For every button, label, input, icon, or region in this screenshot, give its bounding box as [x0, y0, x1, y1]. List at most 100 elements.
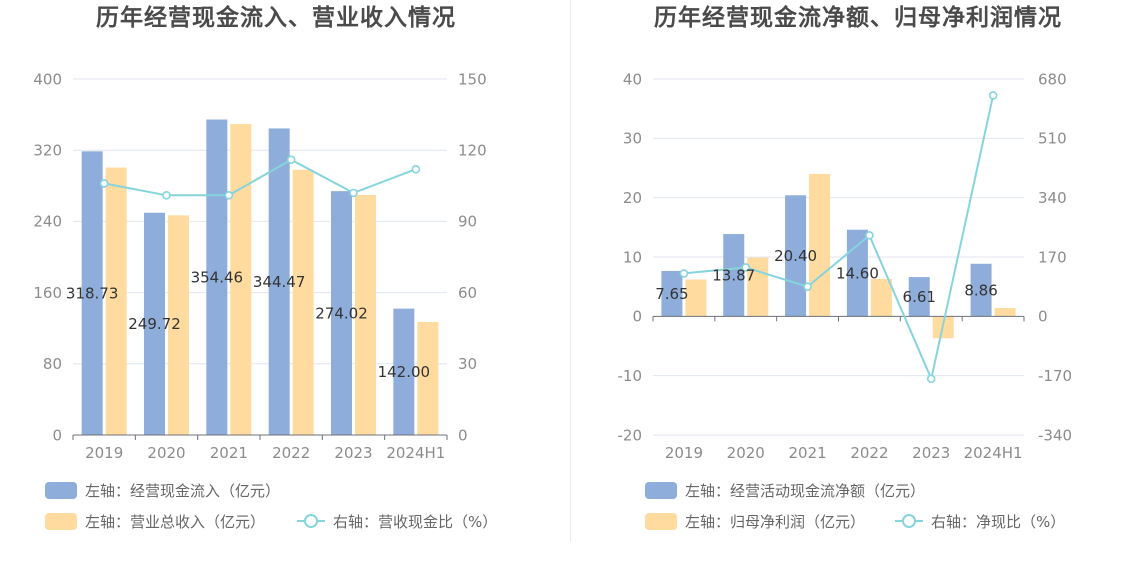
data-label-cash-inflow-2021: 354.46 [191, 269, 244, 287]
point-cash-to-profit-ratio-2024h1[interactable] [988, 91, 998, 100]
bar-operating-cash-flow-net-2024h1[interactable] [970, 263, 992, 317]
bar-total-revenue-2021[interactable] [230, 123, 252, 435]
bar-net-profit-2024h1[interactable] [994, 308, 1016, 317]
data-label-cash-inflow-2024h1: 142.00 [378, 363, 431, 381]
right-chart-y-right-tick-label: 510 [1038, 130, 1067, 148]
left-chart-category-label: 2024H1 [386, 444, 445, 462]
legend-line-marker-icon [895, 514, 923, 528]
bar-cash-inflow-2021[interactable] [206, 119, 228, 435]
left-chart-y-right-tick-label: 90 [458, 213, 477, 231]
left-chart-y-right-tick-label: 120 [458, 141, 487, 159]
legend-item-cash-to-profit-ratio[interactable]: 右轴：净现比（%） [895, 511, 1065, 531]
bar-total-revenue-2024h1[interactable] [417, 321, 439, 435]
point-cash-to-revenue-ratio-2024h1[interactable] [411, 164, 421, 174]
legend-item-total-revenue[interactable]: 左轴：营业总收入（亿元） [45, 511, 265, 531]
legend-bar-swatch-icon [645, 481, 677, 499]
legend-bar-swatch-icon [45, 512, 77, 530]
bar-total-revenue-2022[interactable] [292, 169, 314, 435]
right-chart-y-right-tick-label: 0 [1038, 308, 1048, 326]
bar-total-revenue-2020[interactable] [168, 215, 189, 435]
bar-cash-inflow-2024h1[interactable] [393, 308, 415, 435]
legend-item-operating-cash-flow-net[interactable]: 左轴：经营活动现金流净额（亿元） [645, 480, 925, 500]
point-cash-to-profit-ratio-2021[interactable] [803, 282, 812, 291]
data-label-operating-cash-flow-net-2020: 13.87 [712, 266, 755, 284]
legend-line-marker-icon [297, 514, 325, 528]
bar-net-profit-2021[interactable] [809, 173, 831, 317]
right-chart-y-left-tick-label: 40 [623, 70, 642, 88]
right-chart-y-left-tick-label: -20 [618, 426, 643, 444]
legend-item-cash-inflow[interactable]: 左轴：经营现金流入（亿元） [45, 480, 280, 500]
left-chart-category-label: 2023 [334, 444, 372, 462]
legend-item-cash-to-revenue-ratio[interactable]: 右轴：营收现金比（%） [297, 511, 497, 531]
point-cash-to-profit-ratio-2020[interactable] [741, 263, 751, 272]
point-cash-to-profit-ratio-2019[interactable] [679, 269, 689, 278]
data-label-operating-cash-flow-net-2023: 6.61 [903, 288, 936, 306]
left-chart-y-left-tick-label: 0 [52, 426, 62, 444]
data-label-operating-cash-flow-net-2024h1: 8.86 [964, 281, 997, 299]
point-cash-to-profit-ratio-2022[interactable] [865, 231, 874, 240]
legend-label: 左轴：经营现金流入（亿元） [85, 481, 281, 500]
right-chart-category-label: 2020 [727, 444, 765, 462]
right-chart-category-label: 2024H1 [964, 444, 1023, 462]
data-label-cash-inflow-2019: 318.73 [66, 284, 119, 302]
right-chart-category-label: 2021 [788, 444, 826, 462]
bar-operating-cash-flow-net-2020[interactable] [723, 234, 745, 317]
right-chart-y-left-tick-label: 0 [632, 308, 642, 326]
legend-item-net-profit[interactable]: 左轴：归母净利润（亿元） [645, 511, 865, 531]
data-label-operating-cash-flow-net-2021: 20.40 [774, 247, 817, 265]
bar-operating-cash-flow-net-2022[interactable] [846, 229, 868, 317]
right-chart-y-right-tick-label: 340 [1038, 189, 1067, 207]
legend-label: 左轴：经营活动现金流净额（亿元） [685, 481, 926, 500]
left-chart-y-left-tick-label: 320 [33, 141, 62, 159]
right-chart-y-right-tick-label: -340 [1038, 426, 1072, 444]
left-chart-category-label: 2020 [147, 444, 185, 462]
data-label-cash-inflow-2023: 274.02 [315, 304, 368, 322]
bar-cash-inflow-2023[interactable] [331, 191, 352, 435]
bar-operating-cash-flow-net-2023[interactable] [908, 277, 930, 317]
bar-total-revenue-2023[interactable] [355, 194, 376, 435]
data-label-cash-inflow-2022: 344.47 [253, 273, 306, 291]
legend-label: 左轴：营业总收入（亿元） [85, 512, 266, 531]
point-cash-to-revenue-ratio-2019[interactable] [99, 179, 109, 188]
left-chart-title: 历年经营现金流入、营业收入情况 [96, 5, 456, 31]
right-chart-y-left-tick-label: -10 [618, 367, 643, 385]
right-chart-category-label: 2022 [850, 444, 888, 462]
right-chart-y-right-tick-label: -170 [1038, 367, 1072, 385]
point-cash-to-revenue-ratio-2022[interactable] [286, 155, 296, 164]
right-chart-y-left-tick-label: 30 [623, 130, 642, 148]
left-chart-category-label: 2019 [85, 444, 123, 462]
bar-net-profit-2019[interactable] [685, 279, 707, 317]
chart-divider [570, 0, 571, 542]
legend-label: 左轴：归母净利润（亿元） [685, 512, 866, 531]
bar-operating-cash-flow-net-2019[interactable] [661, 270, 683, 317]
right-chart-title: 历年经营现金流净额、归母净利润情况 [654, 5, 1062, 31]
left-chart-plot: 0 80 160 240 320 400 0 30 60 90 120 150 2019 2020 2021… [33, 70, 486, 462]
left-chart-y-left-tick-label: 160 [33, 284, 62, 302]
data-label-operating-cash-flow-net-2019: 7.65 [655, 285, 688, 303]
left-chart-y-right-tick-label: 30 [458, 355, 477, 373]
bar-net-profit-2022[interactable] [870, 278, 892, 317]
right-chart-category-label: 2019 [665, 444, 703, 462]
point-cash-to-revenue-ratio-2020[interactable] [162, 190, 171, 200]
right-chart-category-label: 2023 [912, 444, 950, 462]
left-chart-y-right-tick-label: 150 [458, 70, 487, 88]
bar-cash-inflow-2022[interactable] [268, 128, 290, 436]
line-cash-to-revenue-ratio[interactable] [104, 158, 417, 197]
data-label-operating-cash-flow-net-2022: 14.60 [836, 264, 879, 282]
bar-cash-inflow-2020[interactable] [144, 212, 165, 435]
legend-bar-swatch-icon [45, 481, 77, 499]
right-chart-y-left-tick-label: 10 [623, 248, 642, 266]
bar-total-revenue-2019[interactable] [105, 167, 127, 435]
right-chart-y-right-tick-label: 170 [1038, 248, 1067, 266]
legend-label: 右轴：净现比（%） [931, 512, 1066, 531]
line-cash-to-profit-ratio[interactable] [683, 95, 995, 380]
point-cash-to-revenue-ratio-2021[interactable] [224, 190, 234, 200]
point-cash-to-profit-ratio-2023[interactable] [926, 374, 936, 384]
point-cash-to-revenue-ratio-2023[interactable] [349, 188, 358, 198]
legend-label: 右轴：营收现金比（%） [333, 512, 498, 531]
left-chart-y-left-tick-label: 240 [33, 213, 62, 231]
bar-operating-cash-flow-net-2021[interactable] [785, 195, 807, 317]
left-chart-category-label: 2022 [272, 444, 310, 462]
bar-cash-inflow-2019[interactable] [81, 151, 103, 435]
